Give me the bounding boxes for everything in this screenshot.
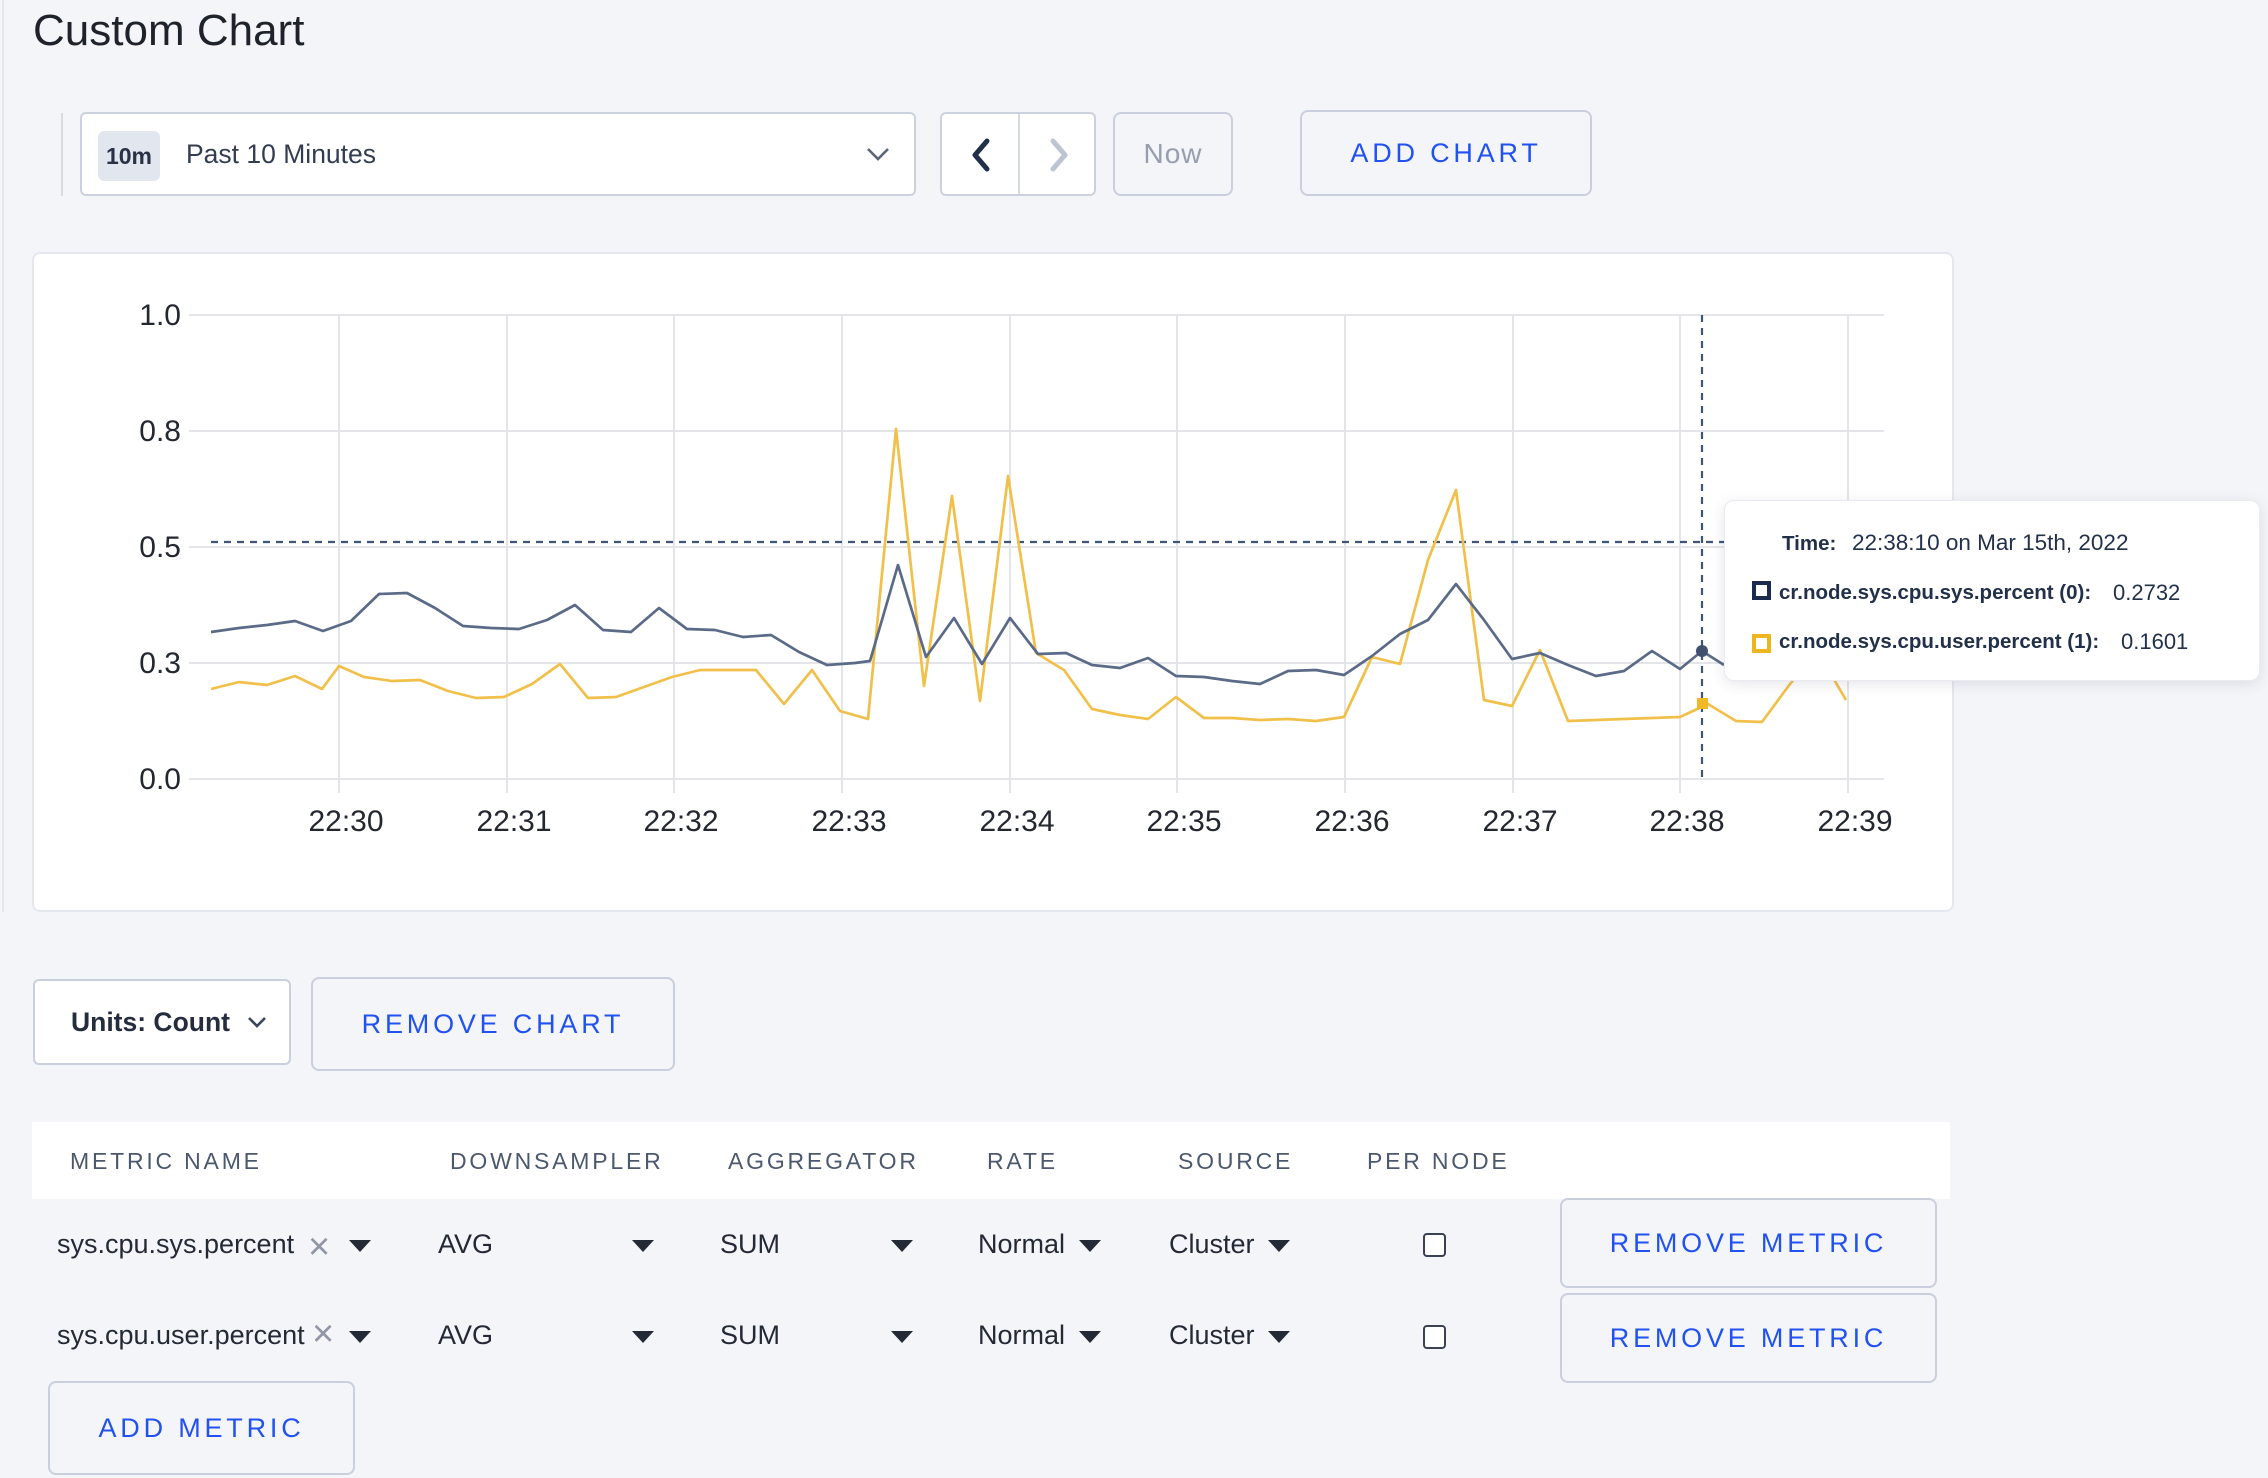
svg-text:22:31: 22:31: [476, 805, 551, 838]
svg-text:22:32: 22:32: [643, 805, 718, 838]
svg-text:0.5: 0.5: [139, 531, 181, 564]
svg-text:1.0: 1.0: [139, 299, 181, 332]
svg-text:22:39: 22:39: [1817, 805, 1892, 838]
svg-text:0.3: 0.3: [139, 647, 181, 680]
svg-text:22:35: 22:35: [1146, 805, 1221, 838]
svg-text:22:38: 22:38: [1649, 805, 1724, 838]
svg-text:22:30: 22:30: [308, 805, 383, 838]
svg-text:22:36: 22:36: [1314, 805, 1389, 838]
svg-text:22:33: 22:33: [811, 805, 886, 838]
svg-text:22:34: 22:34: [979, 805, 1054, 838]
svg-text:22:37: 22:37: [1482, 805, 1557, 838]
svg-text:0.8: 0.8: [139, 415, 181, 448]
svg-text:0.0: 0.0: [139, 763, 181, 796]
